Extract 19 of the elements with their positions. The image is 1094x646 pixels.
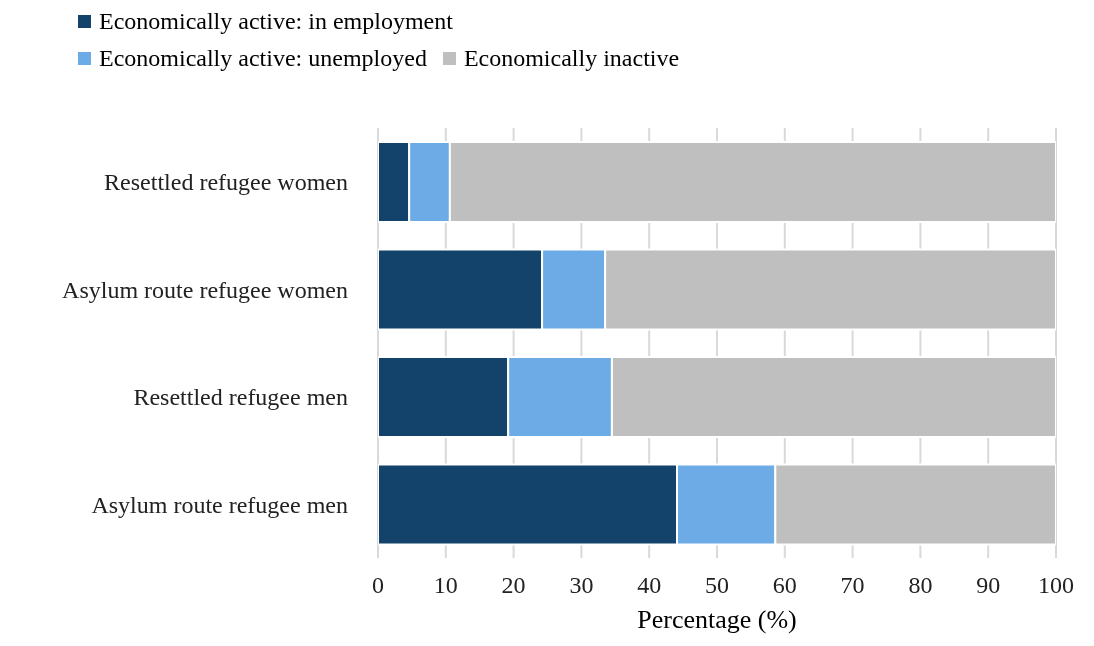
x-tick-label: 10 [433,572,458,599]
text: Economically inactive [463,45,680,72]
legend-label: Economically active: in employment [99,8,453,35]
x-tick-label: 0 [372,572,384,599]
x-tick-label: 100 [1038,572,1074,599]
x-tick-label: 90 [976,572,1001,599]
y-tick-label: Resettled refugee men [133,384,348,411]
x-tick-label: 40 [637,572,662,599]
x-tick-label: 70 [840,572,865,599]
x-tick-label: 30 [569,572,594,599]
y-tick-label: Resettled refugee women [104,169,348,196]
legend-label: Economically active: unemployed [99,45,427,72]
x-tick-label: 20 [501,572,526,599]
y-tick-label: Asylum route refugee men [91,491,348,518]
x-axis-title: Percentage (%) [637,605,797,634]
x-tick-label: 50 [705,572,729,599]
y-tick-label: Asylum route refugee women [62,276,348,303]
x-tick-label: 80 [908,572,933,599]
x-tick-label: 60 [772,572,797,599]
